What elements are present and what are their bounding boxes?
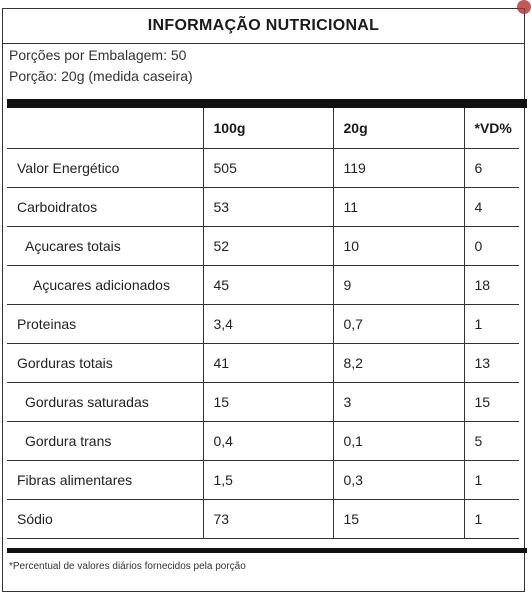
- column-header-20g: 20g: [332, 108, 465, 149]
- value-vd: 15: [463, 382, 519, 422]
- table-row: Valor Energético 505 119 6: [7, 148, 519, 188]
- nutrient-name: Gordura trans: [7, 421, 204, 461]
- value-20g: 15: [332, 499, 465, 539]
- value-vd: 4: [463, 187, 519, 227]
- value-100g: 73: [202, 499, 334, 539]
- table-row: Gorduras totais 41 8,2 13: [7, 343, 519, 383]
- nutrient-name: Sódio: [7, 499, 204, 539]
- value-vd: 1: [463, 499, 519, 539]
- thick-divider: [7, 99, 527, 108]
- value-vd: 13: [463, 343, 519, 383]
- value-20g: 10: [332, 226, 465, 266]
- value-100g: 3,4: [202, 304, 334, 344]
- value-20g: 11: [332, 187, 465, 227]
- value-vd: 1: [463, 304, 519, 344]
- column-header-100g: 100g: [202, 108, 334, 149]
- column-header-vd: *VD%: [463, 108, 519, 149]
- nutrient-name: Valor Energético: [7, 148, 204, 188]
- value-100g: 0,4: [202, 421, 334, 461]
- value-100g: 53: [202, 187, 334, 227]
- value-100g: 45: [202, 265, 334, 305]
- nutrient-name: Carboidratos: [7, 187, 204, 227]
- nutrient-name: Açucares adicionados: [7, 265, 204, 305]
- table-row: Proteinas 3,4 0,7 1: [7, 304, 519, 344]
- table-row: Gorduras saturadas 15 3 15: [7, 382, 519, 422]
- table-row: Fibras alimentares 1,5 0,3 1: [7, 460, 519, 500]
- nutrient-name: Fibras alimentares: [7, 460, 204, 500]
- value-100g: 15: [202, 382, 334, 422]
- table-header-row: 100g 20g *VD%: [7, 108, 519, 149]
- nutrient-name: Gorduras saturadas: [7, 382, 204, 422]
- value-vd: 18: [463, 265, 519, 305]
- value-vd: 6: [463, 148, 519, 188]
- value-vd: 0: [463, 226, 519, 266]
- table-row: Sódio 73 15 1: [7, 499, 519, 539]
- nutrition-table: 100g 20g *VD% Valor Energético 505 119 6…: [7, 108, 519, 539]
- value-vd: 5: [463, 421, 519, 461]
- value-100g: 505: [202, 148, 334, 188]
- column-header-nutrient: [7, 108, 204, 149]
- value-20g: 0,7: [332, 304, 465, 344]
- serving-size: Porção: 20g (medida caseira): [9, 68, 193, 84]
- table-row: Açucares totais 52 10 0: [7, 226, 519, 266]
- bottom-divider: [7, 548, 527, 553]
- nutrient-name: Gorduras totais: [7, 343, 204, 383]
- nutrient-name: Proteinas: [7, 304, 204, 344]
- value-20g: 3: [332, 382, 465, 422]
- nutrition-title: INFORMAÇÃO NUTRICIONAL: [147, 17, 380, 34]
- table-row: Carboidratos 53 11 4: [7, 187, 519, 227]
- nutrient-name: Açucares totais: [7, 226, 204, 266]
- value-20g: 119: [332, 148, 465, 188]
- value-20g: 0,1: [332, 421, 465, 461]
- value-100g: 52: [202, 226, 334, 266]
- value-20g: 0,3: [332, 460, 465, 500]
- table-row: Gordura trans 0,4 0,1 5: [7, 421, 519, 461]
- title-divider: [3, 43, 524, 44]
- value-20g: 9: [332, 265, 465, 305]
- value-vd: 1: [463, 460, 519, 500]
- value-20g: 8,2: [332, 343, 465, 383]
- value-100g: 1,5: [202, 460, 334, 500]
- corner-badge-icon: [517, 0, 531, 14]
- servings-per-package: Porções por Embalagem: 50: [9, 47, 187, 63]
- value-100g: 41: [202, 343, 334, 383]
- table-row: Açucares adicionados 45 9 18: [7, 265, 519, 305]
- footnote: *Percentual de valores diários fornecido…: [9, 561, 246, 572]
